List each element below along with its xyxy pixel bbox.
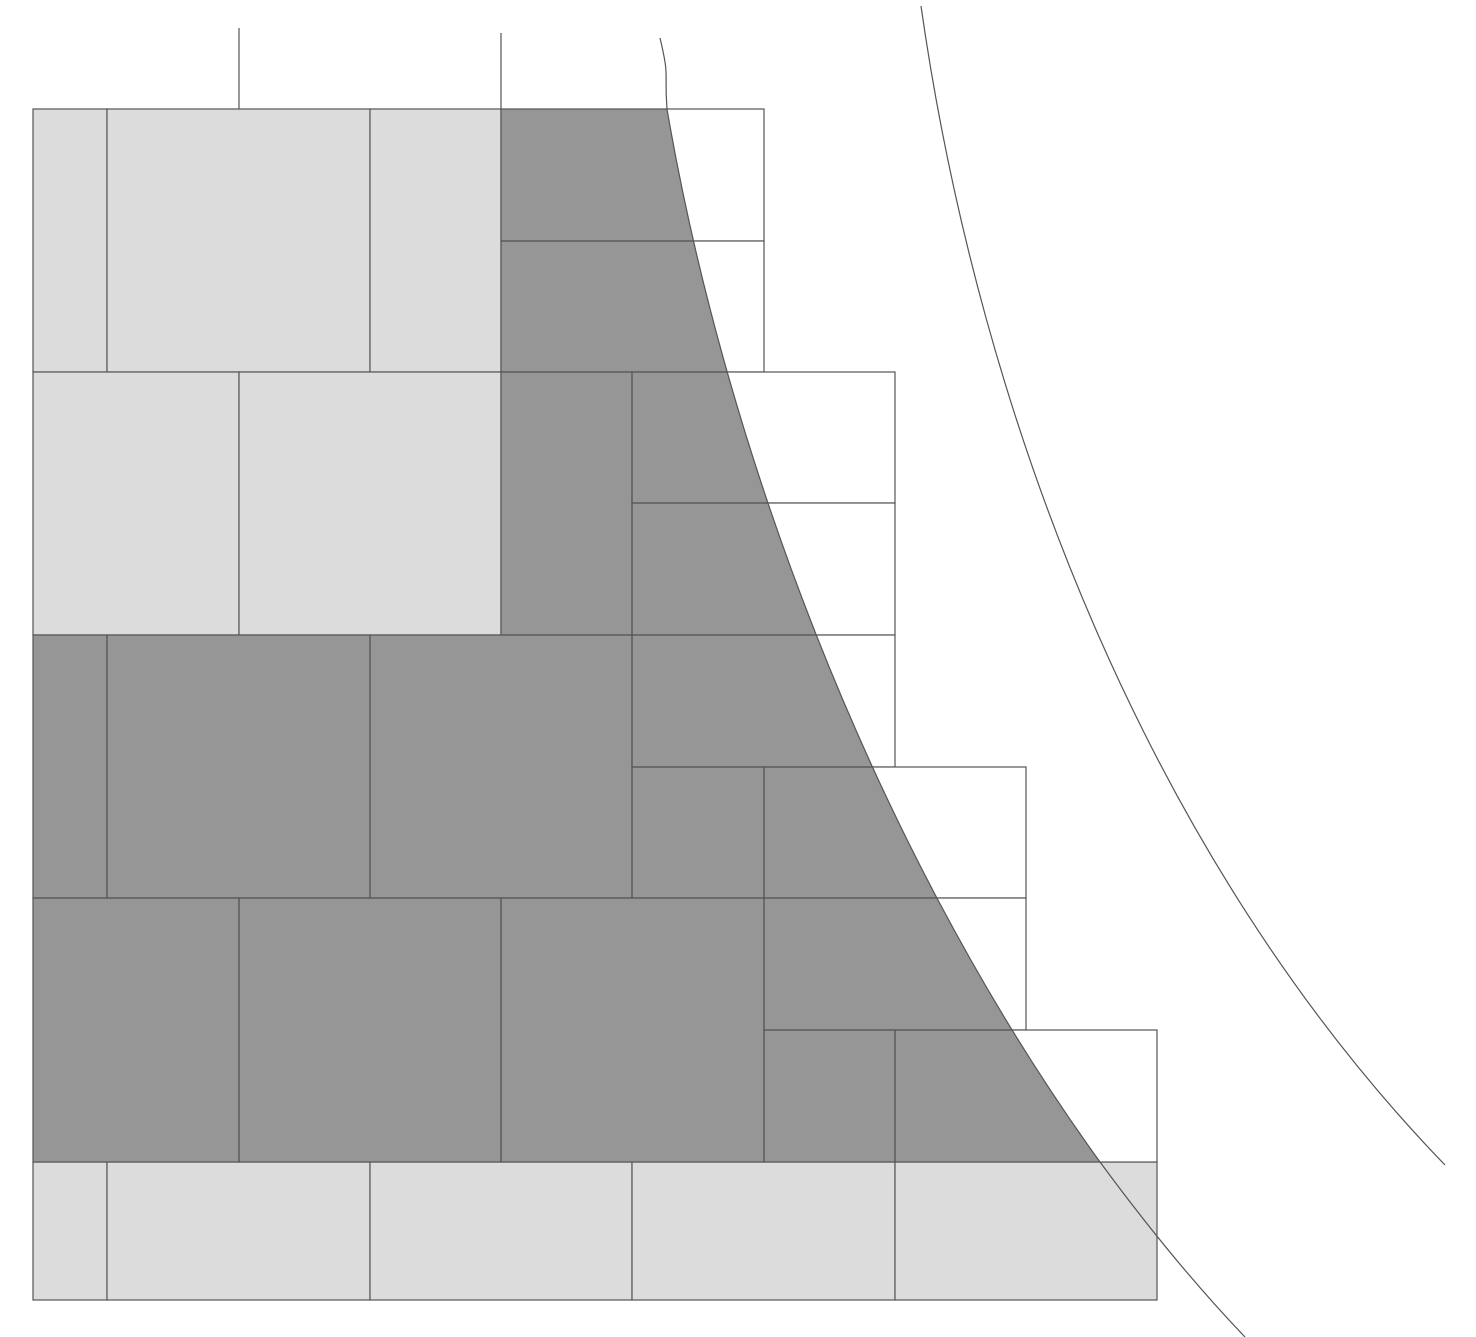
light-tile xyxy=(369,108,502,373)
light-tile xyxy=(238,371,502,636)
light-tile xyxy=(106,1161,371,1301)
light-tile xyxy=(894,1161,1158,1301)
light-tile xyxy=(32,108,108,373)
light-tile xyxy=(32,371,240,636)
dark-tile-outline xyxy=(500,897,765,1162)
light-tile xyxy=(631,1161,896,1301)
arc-curves xyxy=(659,5,1446,1337)
inner-arc-top xyxy=(659,37,668,110)
top-ticks xyxy=(238,28,502,109)
light-tile xyxy=(106,108,371,373)
inner-arc xyxy=(666,108,1246,1337)
light-tile xyxy=(32,1161,108,1301)
light-tile xyxy=(369,1161,633,1301)
outer-arc xyxy=(920,5,1446,1166)
